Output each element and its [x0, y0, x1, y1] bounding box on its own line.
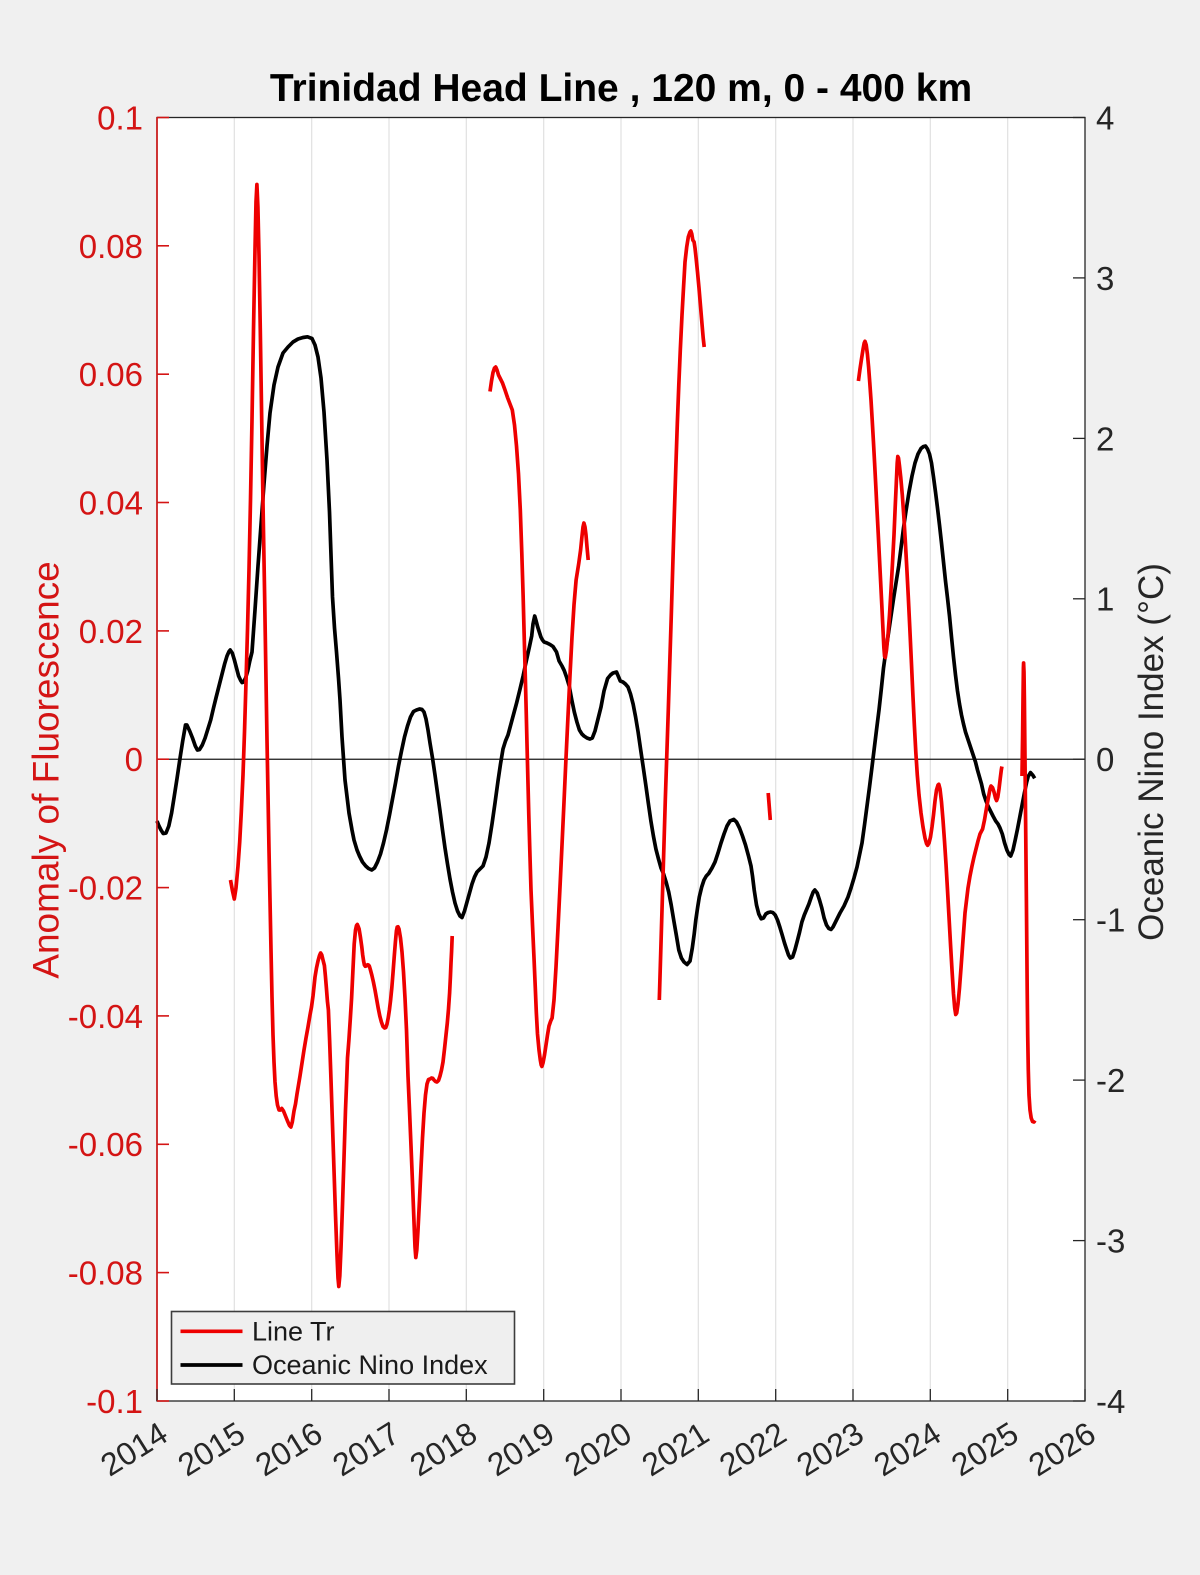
svg-text:-0.06: -0.06 [68, 1126, 143, 1163]
svg-text:1: 1 [1096, 581, 1114, 618]
svg-text:Anomaly of Fluorescence: Anomaly of Fluorescence [26, 561, 67, 978]
svg-text:Trinidad Head Line , 120 m, 0: Trinidad Head Line , 120 m, 0 - 400 km [270, 67, 972, 110]
svg-text:-1: -1 [1096, 902, 1125, 939]
svg-text:-0.02: -0.02 [68, 870, 143, 907]
svg-text:-0.1: -0.1 [86, 1383, 143, 1420]
svg-text:-2: -2 [1096, 1062, 1125, 1099]
svg-text:0.06: 0.06 [79, 356, 143, 393]
svg-text:0.02: 0.02 [79, 613, 143, 650]
svg-text:-0.08: -0.08 [68, 1255, 143, 1292]
svg-text:-0.04: -0.04 [68, 998, 143, 1035]
svg-text:0: 0 [1096, 741, 1114, 778]
svg-text:0.1: 0.1 [97, 99, 143, 136]
svg-text:4: 4 [1096, 99, 1114, 136]
svg-text:-3: -3 [1096, 1223, 1125, 1260]
svg-text:Line Tr: Line Tr [252, 1317, 335, 1347]
svg-text:2: 2 [1096, 420, 1114, 457]
svg-text:0: 0 [125, 741, 143, 778]
svg-text:-4: -4 [1096, 1383, 1125, 1420]
svg-text:3: 3 [1096, 260, 1114, 297]
svg-text:Oceanic Nino Index (°C): Oceanic Nino Index (°C) [1132, 563, 1171, 941]
svg-text:0.08: 0.08 [79, 228, 143, 265]
svg-text:Oceanic Nino Index: Oceanic Nino Index [252, 1350, 488, 1380]
svg-text:0.04: 0.04 [79, 484, 143, 521]
